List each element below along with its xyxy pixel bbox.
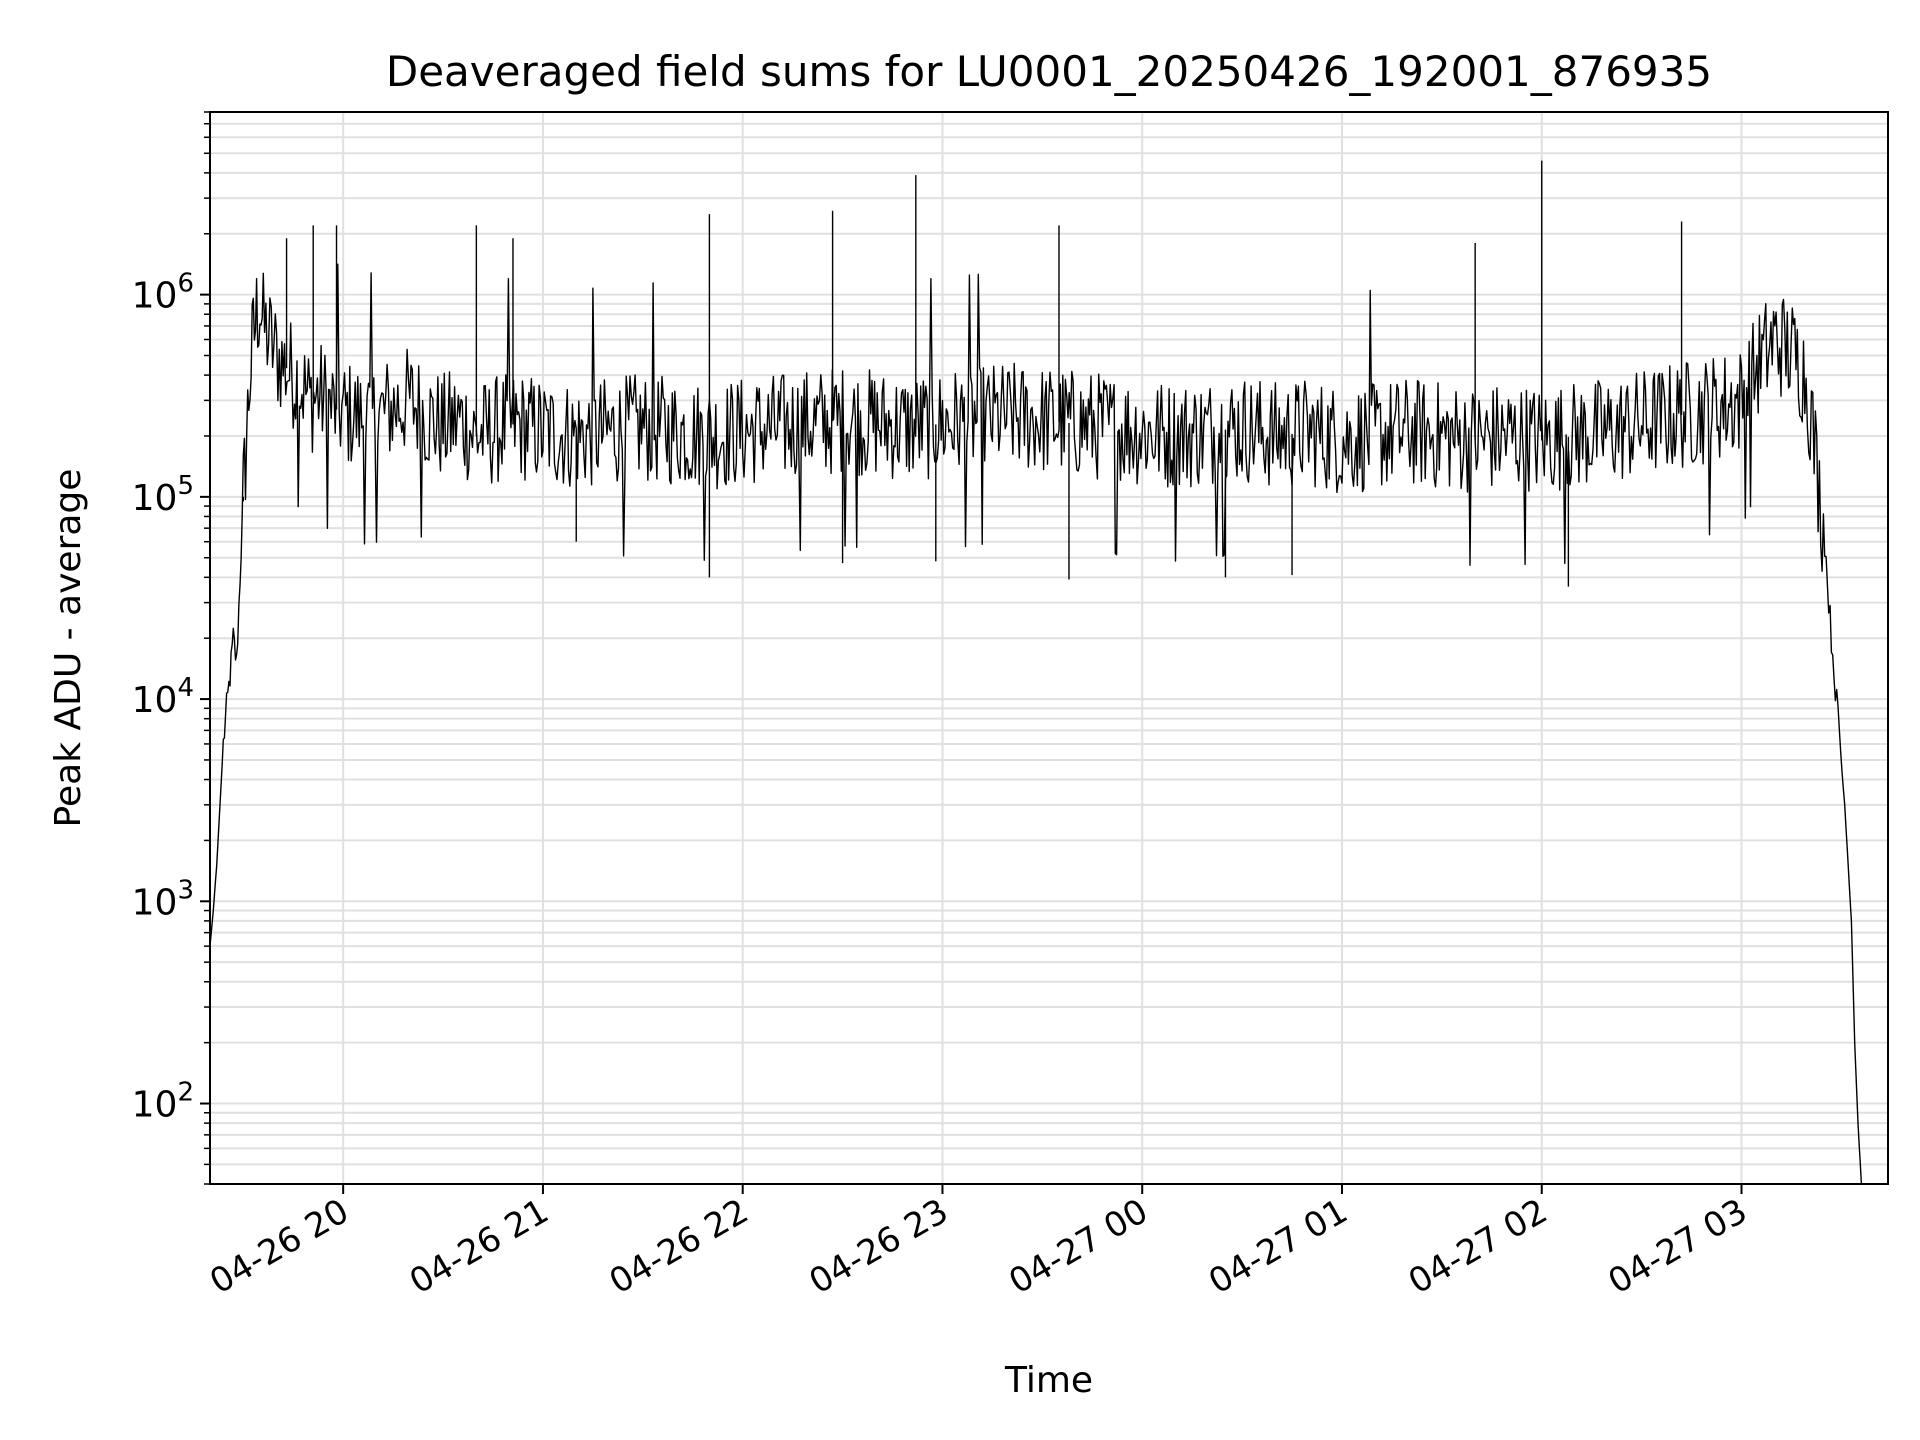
plot-frame xyxy=(209,111,1889,1185)
chart-title: Deaveraged field sums for LU0001_2025042… xyxy=(386,47,1712,96)
series-layer xyxy=(209,160,1863,1185)
y-axis-label: Peak ADU - average xyxy=(48,469,89,828)
series-line xyxy=(209,263,1863,1185)
y-tick-label: 102 xyxy=(132,1078,194,1126)
x-axis-label: Time xyxy=(1004,1360,1093,1401)
y-tick-label: 104 xyxy=(132,673,194,721)
y-tick-label: 103 xyxy=(132,875,194,923)
y-tick-label: 105 xyxy=(132,471,194,519)
y-tick-label: 106 xyxy=(132,269,194,317)
y-axis: 102 103 104 105 106 xyxy=(132,111,210,1185)
